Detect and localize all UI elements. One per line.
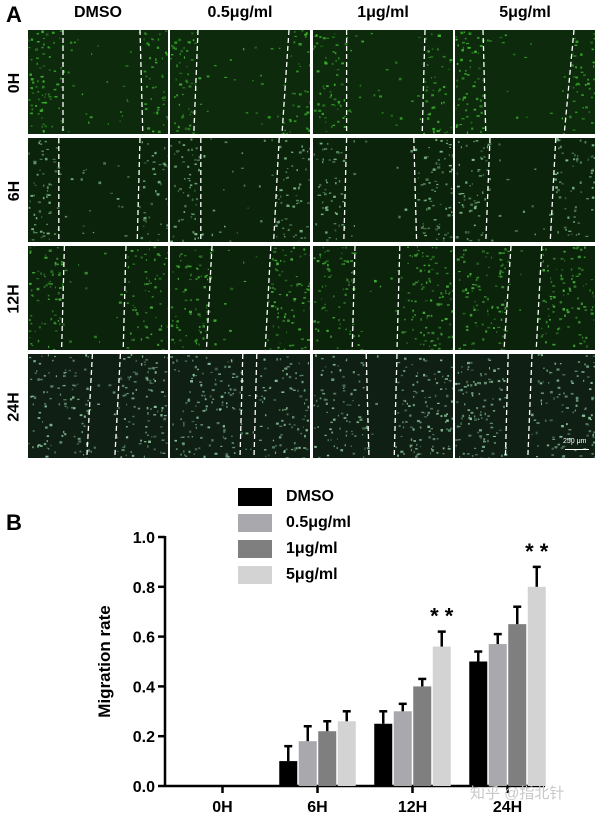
row-header-12h: 12H [6,283,24,314]
legend-swatch-dmso [238,488,272,506]
x-tick-label: 0H [212,799,232,816]
y-tick-label: 0.8 [133,580,155,597]
micrograph-0h-0-5 [170,30,310,134]
column-header-1: 1μg/ml [357,4,409,21]
micrograph-12h-0-5 [170,246,310,350]
bar-24h-1 [488,644,507,786]
x-tick-label: 24H [493,799,522,816]
micrograph-6h-dmso [28,138,168,242]
micrograph-0h-dmso [28,30,168,134]
legend-item-dmso: DMSO [238,488,334,506]
microscopy-grid: 250 μm [28,28,600,460]
micrograph-12h-1 [313,246,453,350]
legend-label-1: 1μg/ml [286,540,338,557]
panel-b-letter: B [6,510,22,535]
y-tick-label: 0.2 [133,729,155,746]
micrograph-24h-1 [313,354,453,458]
legend-item-5: 5μg/ml [238,566,338,584]
legend-swatch-1 [238,540,272,558]
bar-6h-2 [318,731,337,786]
y-tick-label: 0.4 [133,679,155,696]
legend-item-1: 1μg/ml [238,540,338,558]
x-tick-label: 12H [398,799,427,816]
micrograph-6h-5 [455,138,595,242]
legend-swatch-5 [238,566,272,584]
scale-bar-label: 250 μm [563,438,587,445]
micrograph-0h-1 [313,30,453,134]
bar-6h-1 [298,741,317,786]
micrograph-24h-0-5 [170,354,310,458]
bar-12h-1 [393,711,412,786]
bar-24h-0 [469,661,488,786]
bar-24h-2 [508,624,527,786]
micrograph-12h-5 [455,246,595,350]
legend-label-5: 5μg/ml [286,566,338,583]
micrograph-12h-dmso [28,246,168,350]
watermark: 知乎 @指北针 [470,785,565,802]
micrograph-24h-dmso [28,354,168,458]
legend-label-dmso: DMSO [286,488,334,505]
row-header-24h: 24H [6,391,24,422]
micrograph-24h-5 [455,354,595,458]
column-header-0-5: 0.5μg/ml [207,4,273,21]
panel-a-letter: A [6,2,22,27]
legend-item-0-5: 0.5μg/ml [238,514,351,532]
bar-12h-3 [432,646,451,786]
significance-annotation: * * [430,604,454,629]
column-header-5: 5μg/ml [499,4,551,21]
bar-12h-2 [413,686,432,786]
micrograph-6h-0-5 [170,138,310,242]
legend-label-0-5: 0.5μg/ml [286,514,351,531]
micrograph-0h-5 [455,30,595,134]
bar-12h-0 [374,723,393,786]
significance-annotation: * * [525,539,549,564]
column-header-dmso: DMSO [74,4,122,21]
bar-24h-3 [527,586,546,786]
micrograph-6h-1 [313,138,453,242]
y-axis-label: Migration rate [95,605,114,717]
row-header-6h: 6H [5,180,23,201]
legend-swatch-0-5 [238,514,272,532]
row-header-0h: 0H [5,72,23,93]
y-tick-label: 0.6 [133,630,155,647]
scale-bar [565,449,589,450]
y-tick-label: 1.0 [133,530,155,547]
bar-6h-0 [279,761,298,786]
y-tick-label: 0.0 [133,779,155,796]
bar-6h-3 [337,721,356,786]
migration-bar-chart: 0.0 0.2 0.4 0.6 0.8 1.0 Migration rate 0H 6H 12H 2… [95,530,549,816]
x-tick-label: 6H [307,799,327,816]
